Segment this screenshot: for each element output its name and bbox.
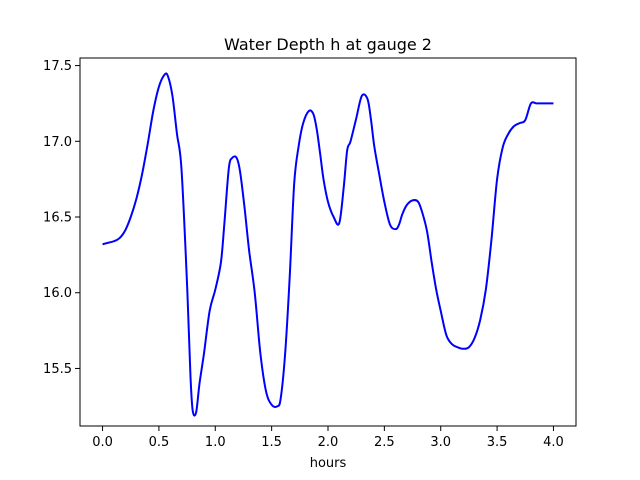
y-tick-label: 16.0 bbox=[43, 286, 72, 301]
x-tick-label: 2.0 bbox=[318, 435, 339, 450]
series-line bbox=[102, 72, 554, 417]
x-tick-label: 1.5 bbox=[261, 435, 282, 450]
chart-title: Water Depth h at gauge 2 bbox=[224, 35, 432, 54]
y-tick-label: 16.5 bbox=[43, 211, 72, 226]
x-axis-label: hours bbox=[310, 456, 347, 471]
x-tick-label: 3.5 bbox=[487, 435, 508, 450]
x-tick-label: 4.0 bbox=[543, 435, 564, 450]
axis-ticks: 0.0 0.5 1.0 1.5 2.0 2.5 3.0 3.5 4.0 15.5 16.0 16.5 1… bbox=[43, 59, 564, 450]
y-tick-label: 17.5 bbox=[43, 59, 72, 74]
y-tick-label: 15.5 bbox=[43, 362, 72, 377]
x-tick-label: 1.0 bbox=[205, 435, 226, 450]
plot-frame bbox=[79, 57, 577, 427]
x-tick-label: 0.0 bbox=[92, 435, 113, 450]
x-tick-label: 0.5 bbox=[149, 435, 170, 450]
x-tick-label: 2.5 bbox=[374, 435, 395, 450]
x-tick-label: 3.0 bbox=[430, 435, 451, 450]
y-tick-label: 17.0 bbox=[43, 135, 72, 150]
